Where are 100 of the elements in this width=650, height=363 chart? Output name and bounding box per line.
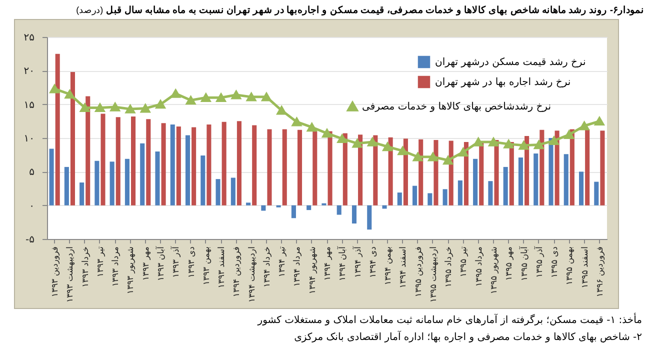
x-tick-label: آذر ۱۳۹۳ bbox=[170, 246, 182, 278]
bar bbox=[80, 182, 84, 206]
x-tick-label: فروردین ۱۳۹۳ bbox=[50, 246, 61, 298]
point bbox=[428, 152, 438, 162]
point bbox=[140, 104, 150, 113]
bar bbox=[509, 142, 514, 206]
point bbox=[322, 128, 332, 138]
x-tick-label: تیر ۱۳۹۴ bbox=[278, 246, 288, 278]
x-tick-label: بهمن ۱۳۹۴ bbox=[384, 246, 394, 286]
y-tick-label: ۱۰ bbox=[24, 134, 34, 144]
bar bbox=[206, 124, 212, 206]
bar bbox=[110, 162, 114, 206]
point bbox=[231, 90, 242, 100]
bar bbox=[554, 130, 560, 206]
bar bbox=[382, 205, 387, 209]
point bbox=[156, 100, 166, 109]
point bbox=[125, 104, 136, 114]
y-tick-label: ۲۵ bbox=[24, 32, 34, 44]
bar bbox=[312, 131, 318, 206]
bar bbox=[124, 158, 130, 206]
bar bbox=[442, 189, 448, 206]
bar bbox=[70, 72, 75, 206]
point bbox=[186, 96, 196, 105]
x-tick-label: بهمن ۱۳۹۵ bbox=[565, 246, 576, 286]
bar bbox=[488, 181, 493, 206]
bar bbox=[49, 148, 54, 206]
x-tick-label: مرداد ۱۳۹۵ bbox=[474, 246, 484, 287]
point bbox=[80, 103, 90, 112]
bar bbox=[155, 151, 160, 206]
bar bbox=[373, 135, 378, 206]
x-tick-label: مهر ۱۳۹۴ bbox=[323, 246, 333, 281]
y-tick-label: -۵ bbox=[26, 234, 34, 246]
text: مأخذ: ۱- قیمت مسکن؛ برگرفته از آمارهای خام سامانه ثبت معاملات املاک و مستغلات کشور bbox=[256, 312, 642, 328]
point bbox=[458, 148, 468, 156]
bar bbox=[548, 138, 554, 206]
x-tick-label: بهمن ۱۳۹۳ bbox=[202, 246, 212, 286]
x-tick-label: شهریور ۱۳۹۳ bbox=[126, 246, 136, 294]
x-tick-label: فروردین ۱۳۹۴ bbox=[232, 246, 242, 298]
bar bbox=[412, 186, 418, 206]
bar bbox=[570, 129, 574, 206]
bar bbox=[352, 205, 357, 224]
point bbox=[170, 89, 181, 98]
y-tick-label: ۵ bbox=[29, 167, 34, 178]
x-tick-label: اسفند ۱۳۹۵ bbox=[580, 246, 590, 288]
point bbox=[50, 84, 60, 94]
x-tick-label: مهر ۱۳۹۵ bbox=[504, 246, 515, 281]
chart-title: نمودار۶- روند رشد ماهانه شاخص بهای کالاها و خدمات مصرفی، قیمت مسکن و اجاره‌بها در شهر تهران نسبت به ماه مشابه سال قبل bbox=[106, 5, 644, 16]
x-tick-label: آبان ۱۳۹۵ bbox=[518, 246, 530, 282]
point bbox=[64, 90, 75, 99]
point bbox=[110, 102, 120, 112]
x-tick-label: خرداد ۱۳۹۵ bbox=[444, 246, 454, 288]
point bbox=[201, 93, 211, 102]
bar bbox=[131, 116, 136, 206]
bar bbox=[161, 123, 166, 206]
bar bbox=[479, 141, 484, 206]
x-tick-label: خرداد ۱۳۹۴ bbox=[262, 246, 272, 288]
x-tick-label: فروردین ۱۳۹۶ bbox=[595, 246, 606, 298]
bar bbox=[403, 138, 408, 206]
bar bbox=[367, 205, 372, 230]
x-tick-label: تیر ۱۳۹۵ bbox=[459, 246, 470, 278]
point bbox=[473, 138, 484, 146]
bar bbox=[94, 160, 100, 206]
bar bbox=[494, 140, 499, 206]
bar bbox=[86, 96, 90, 206]
x-tick-label: دی ۱۳۹۵ bbox=[550, 246, 560, 278]
bar bbox=[434, 140, 438, 206]
bar bbox=[428, 193, 432, 206]
x-tick-label: آبان ۱۳۹۳ bbox=[156, 246, 167, 282]
bar bbox=[540, 130, 544, 206]
x-tick-label: فروردین ۱۳۹۵ bbox=[414, 246, 424, 298]
bar bbox=[503, 166, 508, 206]
x-tick-label: آذر ۱۳۹۵ bbox=[534, 246, 545, 278]
point bbox=[337, 134, 348, 144]
bar bbox=[291, 205, 296, 218]
bar bbox=[216, 179, 220, 206]
bar bbox=[170, 124, 175, 206]
x-tick-label: دی ۱۳۹۴ bbox=[368, 246, 378, 278]
y-tick-label: ۱۵ bbox=[24, 100, 34, 111]
x-tick-label: دی ۱۳۹۳ bbox=[186, 246, 197, 278]
y-tick-label: ۲۰ bbox=[24, 66, 34, 78]
bar bbox=[594, 182, 599, 206]
bar bbox=[358, 134, 363, 206]
bar bbox=[600, 130, 605, 206]
bar bbox=[64, 166, 69, 206]
chart-subtitle: (درصد) bbox=[76, 5, 104, 15]
bar bbox=[146, 119, 151, 206]
x-tick-label: آبان ۱۳۹۴ bbox=[337, 246, 348, 282]
bar bbox=[185, 135, 190, 206]
text: ۲- شاخص بهای کالاها و خدمات مصرفی و اجاره بها؛ اداره آمار اقتصادی بانک مرکزی bbox=[293, 330, 642, 345]
bar bbox=[100, 114, 106, 206]
x-tick-label: اردیبهشت ۱۳۹۴ bbox=[247, 246, 258, 302]
bar bbox=[192, 127, 196, 206]
point bbox=[246, 92, 256, 102]
legend-label: نرخ رشد اجاره بها در شهر تهران bbox=[435, 77, 571, 88]
point bbox=[518, 141, 529, 150]
bar bbox=[176, 126, 181, 206]
bar bbox=[282, 129, 287, 206]
point bbox=[579, 122, 590, 130]
bar bbox=[261, 205, 266, 211]
bar bbox=[55, 54, 60, 206]
